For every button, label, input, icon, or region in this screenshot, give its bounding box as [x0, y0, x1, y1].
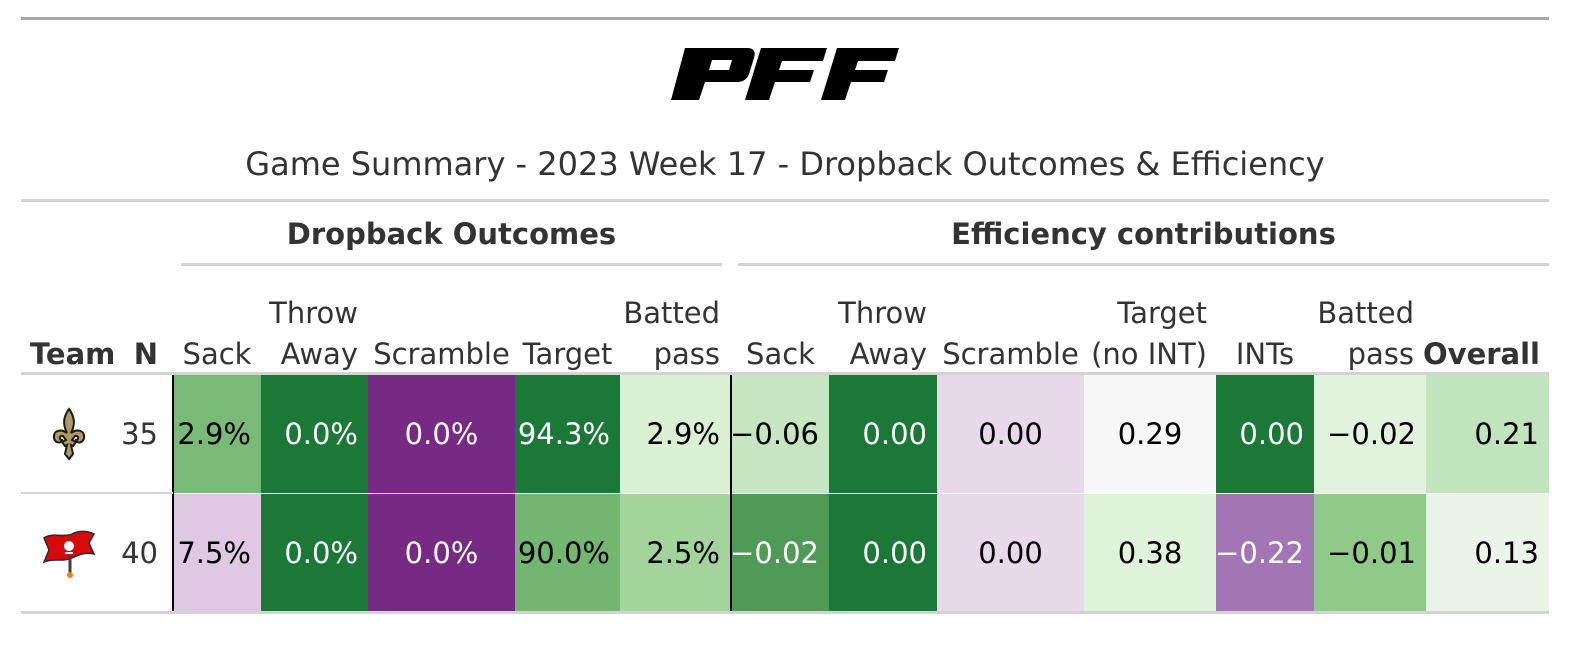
eff-batted-pass-cell: −0.01 — [1314, 494, 1426, 612]
col-eff-ints: INTs — [1235, 337, 1295, 371]
outcome-scramble-cell: 0.0% — [368, 494, 515, 612]
saints-fleur-de-lis-icon — [52, 407, 86, 461]
col-team: Team — [30, 337, 116, 371]
table-row: 35 2.9% 0.0% 0.0% 94.3% 2.9% −0.06 0.00 0.00 0.2… — [21, 375, 1549, 493]
buccaneers-logo — [39, 494, 99, 612]
eff-overall-cell: 0.13 — [1426, 494, 1549, 612]
title-rule — [21, 199, 1549, 202]
eff-target-no-int-cell: 0.29 — [1084, 375, 1216, 493]
eff-scramble-cell: 0.00 — [937, 494, 1084, 612]
outcome-throw-away-cell: 0.0% — [261, 375, 368, 493]
header-rule — [21, 372, 1549, 375]
col-outcome-target: Target — [522, 337, 613, 371]
outcome-throw-away-cell: 0.0% — [261, 494, 368, 612]
spanner-dropback-outcomes: Dropback Outcomes — [286, 217, 617, 251]
n-cell: 35 — [121, 417, 158, 451]
outcome-batted-pass-cell: 2.5% — [620, 494, 730, 612]
table-title: Game Summary - 2023 Week 17 - Dropback O… — [245, 145, 1325, 183]
outcome-sack-cell: 2.9% — [174, 375, 261, 493]
col-eff-scramble: Scramble — [942, 337, 1079, 371]
row-divider — [21, 492, 173, 494]
eff-throw-away-cell: 0.00 — [829, 494, 937, 612]
eff-scramble-cell: 0.00 — [937, 375, 1084, 493]
spanner-rule-outcomes — [181, 263, 722, 266]
col-eff-target-no-int: Target (no INT) — [1091, 296, 1207, 371]
eff-batted-pass-cell: −0.02 — [1314, 375, 1426, 493]
col-outcome-scramble: Scramble — [373, 337, 510, 371]
outcome-target-cell: 90.0% — [515, 494, 620, 612]
summary-table: Game Summary - 2023 Week 17 - Dropback O… — [21, 17, 1549, 614]
eff-throw-away-cell: 0.00 — [829, 375, 937, 493]
col-eff-sack: Sack — [746, 337, 815, 371]
col-outcome-batted-pass: Batted pass — [623, 296, 720, 371]
col-n: N — [133, 337, 158, 371]
divider-middle — [730, 375, 732, 611]
eff-overall-cell: 0.21 — [1426, 375, 1549, 493]
outcome-sack-cell: 7.5% — [174, 494, 261, 612]
col-outcome-sack: Sack — [182, 337, 252, 371]
buccaneers-flag-icon — [42, 530, 96, 578]
col-eff-throw-away: Throw Away — [838, 296, 927, 371]
eff-ints-cell: −0.22 — [1215, 494, 1314, 612]
col-outcome-throw-away: Throw Away — [269, 296, 358, 371]
top-rule — [21, 17, 1549, 20]
spanner-efficiency: Efficiency contributions — [951, 217, 1336, 251]
pff-logo — [671, 48, 899, 100]
spanner-rule-efficiency — [738, 263, 1549, 266]
bottom-rule — [21, 611, 1549, 614]
divider-left — [172, 375, 174, 611]
table-row: 40 7.5% 0.0% 0.0% 90.0% 2.5% −0.02 0.00 0.00 0.3… — [21, 494, 1549, 612]
eff-sack-cell: −0.06 — [730, 375, 829, 493]
eff-sack-cell: −0.02 — [730, 494, 829, 612]
eff-ints-cell: 0.00 — [1216, 375, 1314, 493]
saints-logo — [39, 375, 99, 493]
outcome-batted-pass-cell: 2.9% — [620, 375, 730, 493]
outcome-target-cell: 94.3% — [515, 375, 620, 493]
eff-target-no-int-cell: 0.38 — [1084, 494, 1216, 612]
col-eff-batted-pass: Batted pass — [1317, 296, 1414, 371]
n-cell: 40 — [121, 536, 158, 570]
outcome-scramble-cell: 0.0% — [368, 375, 515, 493]
col-eff-overall: Overall — [1423, 337, 1540, 371]
